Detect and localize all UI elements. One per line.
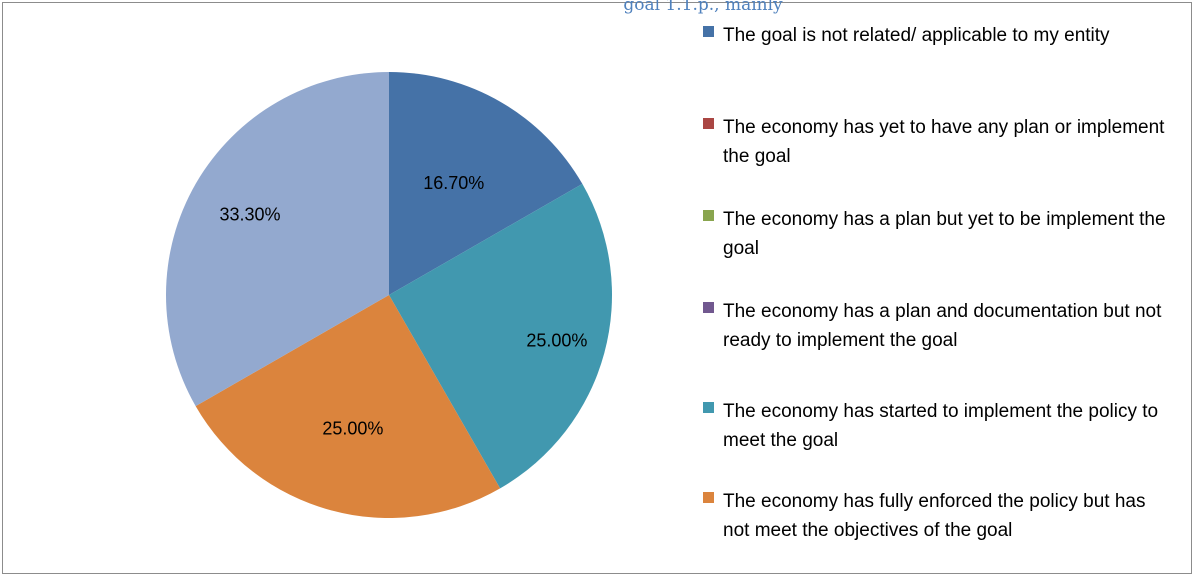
legend-label-5: The economy has fully enforced the polic… [723,491,1146,541]
legend-swatch-0 [703,26,714,37]
slice-label-0: 16.70% [423,173,484,193]
legend-swatch-3 [703,302,714,313]
legend-label-3: The economy has a plan and documentation… [723,301,1162,351]
legend-swatch-2 [703,210,714,221]
legend-label-0: The goal is not related/ applicable to m… [723,25,1110,46]
pie-slice-5 [195,295,501,519]
pie-slice-6 [165,72,389,407]
chart-title: goal 1.1.p., mainly [623,0,783,15]
pie-chart: 16.70% 25.00% 25.00% 33.30% [165,72,612,519]
legend-swatch-1 [703,118,714,129]
slice-label-6: 33.30% [220,205,281,225]
legend: The goal is not related/ applicable to m… [703,3,1173,563]
legend-label-4: The economy has started to implement the… [723,401,1159,451]
legend-label-2: The economy has a plan but yet to be imp… [723,209,1166,259]
legend-swatch-4 [703,402,714,413]
legend-swatch-5 [703,492,714,503]
pie-slice-0 [389,72,583,295]
slice-label-5: 25.00% [322,418,383,438]
pie-slice-4 [389,183,612,489]
slice-label-4: 25.00% [526,330,587,350]
legend-label-1: The economy has yet to have any plan or … [723,117,1165,167]
